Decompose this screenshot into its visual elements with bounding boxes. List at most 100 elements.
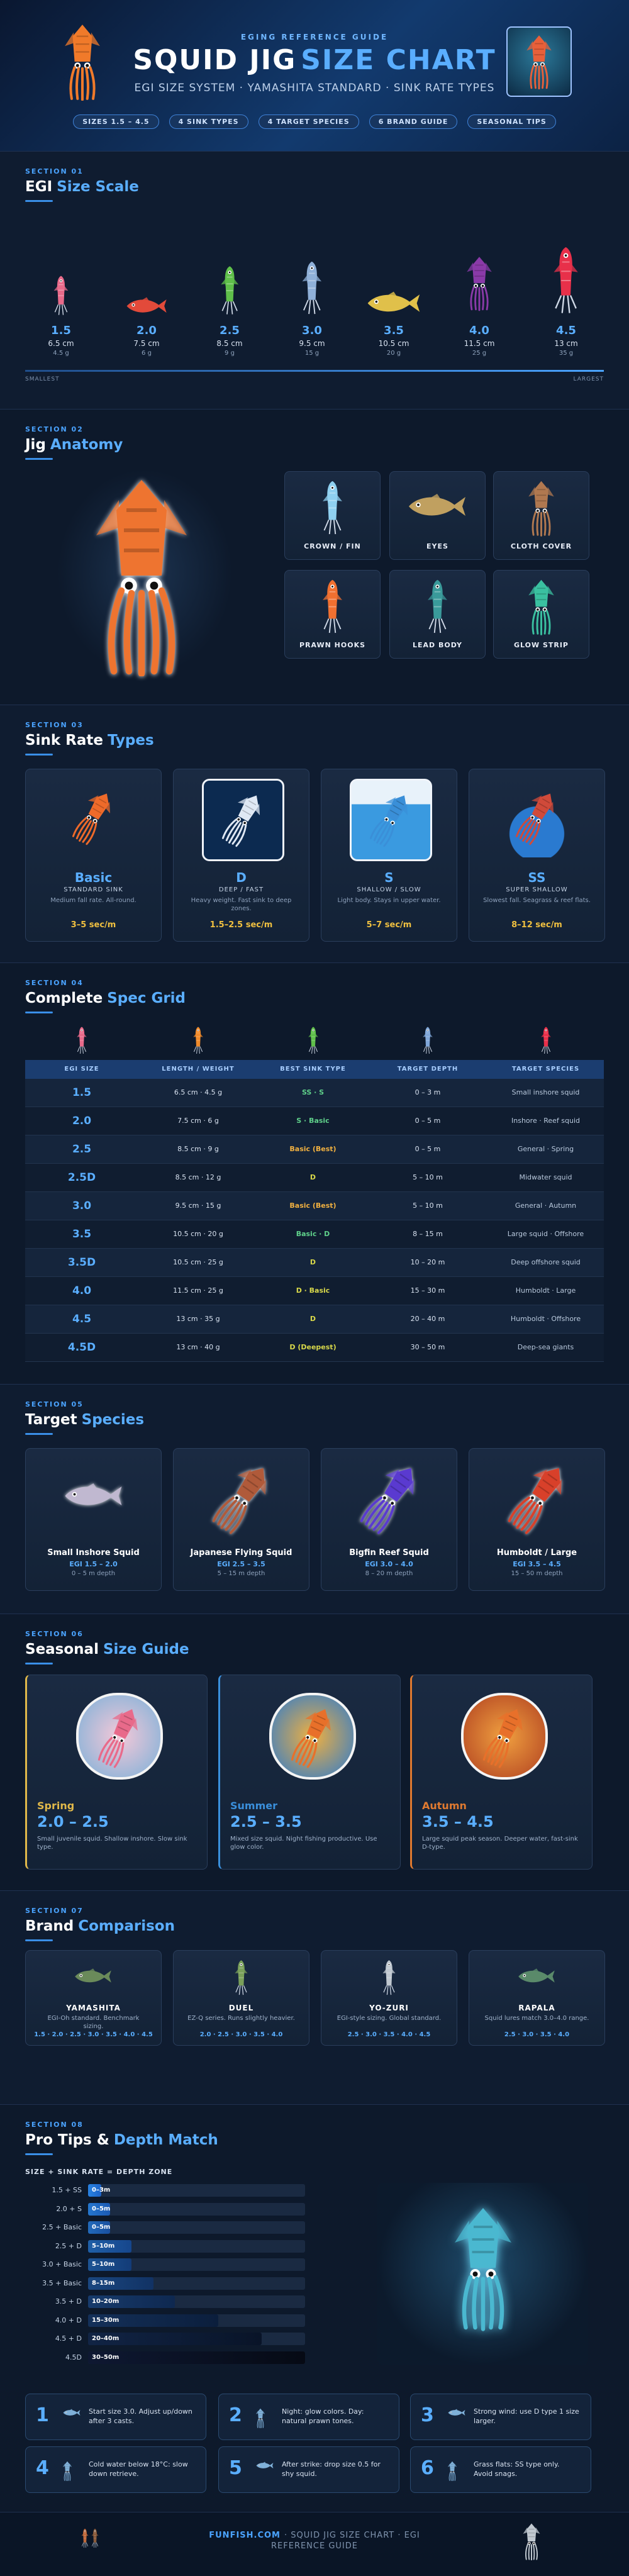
- sink-picture: [202, 779, 284, 861]
- header-picture: [506, 26, 572, 97]
- season-name: Spring: [37, 1800, 75, 1812]
- depth-bar: [88, 2351, 305, 2364]
- species-egi: EGI 3.5 – 4.5: [513, 1560, 561, 1568]
- section-label: SECTION 05: [25, 1400, 84, 1408]
- table-cell: Large squid · Offshore: [507, 1230, 584, 1238]
- part-label: PRAWN HOOKS: [299, 641, 366, 649]
- table-cell: 0 – 3 m: [415, 1088, 441, 1096]
- tip-card: 1 Start size 3.0. Adjust up/down after 3 …: [25, 2394, 206, 2440]
- icon-shape: [256, 2462, 274, 2468]
- species-name: Humboldt / Large: [496, 1548, 577, 1558]
- size-label: 2.0: [136, 324, 157, 337]
- season-card: Spring 2.0 – 2.5 Small juvenile squid. Sha…: [25, 1675, 208, 1870]
- table-cell: D · Basic: [296, 1286, 330, 1295]
- table-row: [25, 1220, 604, 1249]
- weight-label: 20 g: [386, 350, 401, 357]
- sink-rate: 5–7 sec/m: [366, 920, 412, 930]
- sink-subtitle: SUPER SHALLOW: [506, 886, 568, 893]
- table-row: [25, 1107, 604, 1135]
- season-picture: [76, 1693, 163, 1780]
- length-label: 13 cm: [554, 339, 578, 348]
- icon: [501, 1454, 577, 1541]
- depth-zone: 30–50m: [92, 2353, 120, 2361]
- sink-name: SS: [528, 870, 546, 885]
- icon: [518, 1968, 555, 1983]
- icon-shape: [65, 1483, 122, 1505]
- title-underline: [25, 1433, 53, 1435]
- title-text: EGI: [25, 179, 53, 195]
- brand-description: EGI-style sizing. Global standard.: [337, 2015, 442, 2022]
- table-row: [25, 1334, 604, 1362]
- depth-combo: 3.0 + Basic: [42, 2260, 82, 2268]
- table-cell: 2.0: [72, 1115, 92, 1127]
- size-label: 3.0: [302, 324, 322, 337]
- table-cell: Deep offshore squid: [511, 1258, 581, 1266]
- icon: [452, 2195, 515, 2340]
- anatomy-card: PRAWN HOOKS: [284, 570, 381, 659]
- species-name: Japanese Flying Squid: [190, 1548, 292, 1558]
- part-label: GLOW STRIP: [513, 641, 569, 649]
- table-cell: 3.5: [72, 1228, 92, 1241]
- column-header: TARGET DEPTH: [368, 1060, 487, 1079]
- icon: [67, 786, 120, 849]
- depth-zone: 5–10m: [92, 2242, 115, 2250]
- table-cell: Basic · D: [296, 1230, 330, 1238]
- depth-track: [88, 2202, 305, 2216]
- length-label: 10.5 cm: [378, 339, 409, 348]
- icon-shape: [62, 2461, 72, 2481]
- brand-name: YO-ZURI: [369, 2004, 409, 2012]
- section-title: Brand Comparison: [25, 1918, 175, 1934]
- table-cell: 11.5 cm · 25 g: [173, 1286, 223, 1295]
- depth-combo: 1.5 + SS: [52, 2186, 82, 2194]
- depth-bar: [88, 2239, 131, 2253]
- scale-axis: [25, 370, 604, 372]
- icon: [553, 246, 579, 314]
- season-name: Autumn: [422, 1800, 467, 1812]
- depth-combo: 3.5 + D: [55, 2297, 82, 2306]
- depth-heading: SIZE + SINK RATE = DEPTH ZONE: [25, 2168, 173, 2176]
- depth-zone: 0–5m: [92, 2224, 111, 2231]
- section-title: Seasonal Size Guide: [25, 1641, 189, 1658]
- season-card: Autumn 3.5 – 4.5 Large squid peak season. …: [410, 1675, 593, 1870]
- anatomy-card: EYES: [389, 471, 486, 560]
- length-label: 8.5 cm: [216, 339, 243, 348]
- title-underline: [25, 1663, 53, 1664]
- icon-shape: [503, 1458, 572, 1537]
- badge-row: SIZES 1.5 – 4.5 4 SINK TYPES 4 TARGET SPEC…: [0, 114, 629, 129]
- sink-rate: 8–12 sec/m: [511, 920, 562, 930]
- season-description: Mixed size squid. Night fishing producti…: [230, 1836, 377, 1851]
- badge: 6 BRAND GUIDE: [369, 114, 458, 129]
- icon-shape: [382, 1960, 396, 1995]
- sink-name: Basic: [74, 870, 113, 885]
- icon-shape: [422, 1026, 433, 1054]
- sink-name: S: [384, 870, 394, 885]
- size-label: 4.5: [556, 324, 576, 337]
- icon: [527, 480, 555, 537]
- icon-shape: [365, 788, 417, 850]
- table-cell: 4.5D: [67, 1341, 96, 1354]
- section-title: Sink Rate Types: [25, 732, 154, 749]
- icon-shape: [75, 1968, 111, 1983]
- table-row: [25, 1192, 604, 1220]
- title-accent: Anatomy: [50, 437, 123, 453]
- species-card: Small Inshore Squid EGI 1.5 – 2.0 0 – 5 m …: [25, 1448, 162, 1591]
- part-label: EYES: [426, 542, 448, 550]
- icon: [426, 579, 448, 634]
- section-label: SECTION 01: [25, 167, 84, 176]
- depth-bar: [88, 2333, 262, 2345]
- weight-label: 25 g: [472, 350, 487, 357]
- icon: [540, 1026, 551, 1054]
- table-cell: D: [309, 1173, 316, 1181]
- tip-card: 4 Cold water below 18°C: slow down retrie…: [25, 2446, 206, 2493]
- part-label: LEAD BODY: [412, 641, 463, 649]
- icon-shape: [63, 2409, 81, 2416]
- table-cell: 20 – 40 m: [410, 1315, 445, 1323]
- brand-name: YAMASHITA: [66, 2004, 121, 2012]
- depth-combo: 4.5D: [65, 2353, 82, 2361]
- icon: [63, 2409, 81, 2416]
- icon: [91, 2528, 99, 2548]
- icon: [422, 1026, 433, 1054]
- icon-shape: [447, 2461, 457, 2481]
- icon-shape: [220, 265, 239, 315]
- species-depth: 15 – 50 m depth: [511, 1570, 563, 1577]
